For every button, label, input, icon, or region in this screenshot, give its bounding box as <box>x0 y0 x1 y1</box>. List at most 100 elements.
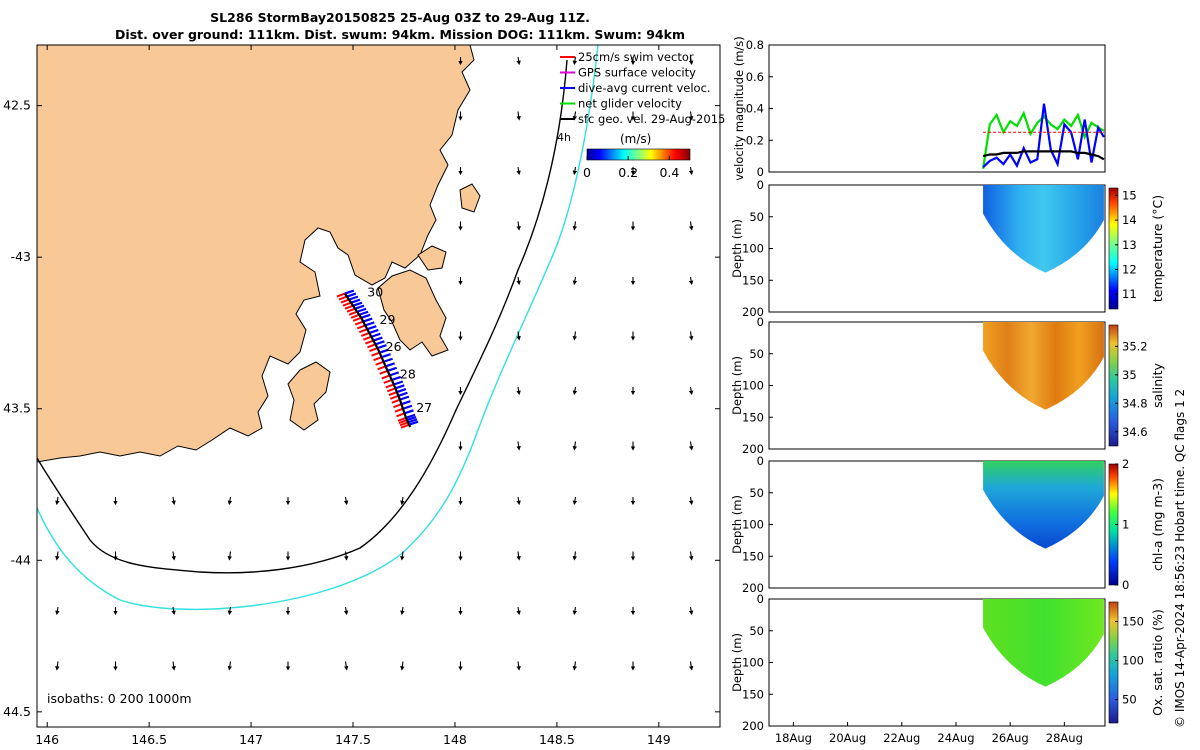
swim-vector-band <box>336 292 410 429</box>
swim-vector <box>377 365 386 371</box>
current-arrow <box>400 606 405 616</box>
dive-avg-vector <box>358 310 369 316</box>
current-arrow <box>400 496 405 506</box>
velocity-series-line <box>982 103 1105 169</box>
tasman-peninsula <box>377 269 449 357</box>
map-axes: 146 146.5 147 147.5 148 148.5 149 42.5 -43 43.5 -4… <box>3 45 720 747</box>
current-arrow <box>688 166 694 176</box>
current-arrow <box>516 111 521 121</box>
current-arrow <box>227 661 232 671</box>
velocity-ytick-label: 0 <box>757 165 764 179</box>
swim-vector <box>356 324 366 330</box>
dive-avg-vector <box>375 340 385 346</box>
section-colorbar-tick-label: 35.2 <box>1122 339 1148 353</box>
current-arrow <box>171 661 176 671</box>
current-arrow <box>516 606 521 616</box>
dive-avg-vector <box>402 404 413 410</box>
swim-vector <box>390 394 399 400</box>
section-ytick-label: 0 <box>757 178 764 192</box>
figure-title: SL286 StormBay20150825 25-Aug 03Z to 29-… <box>210 10 590 25</box>
section-colorbar <box>1108 324 1119 447</box>
dive-avg-vector <box>391 375 402 381</box>
current-arrow <box>572 331 577 341</box>
current-arrow <box>688 56 694 66</box>
current-arrow <box>343 606 349 616</box>
velocity-series-line <box>982 150 1105 161</box>
map-ytick-label: -44 <box>11 552 31 567</box>
section-ytick-label: 200 <box>742 305 764 319</box>
colorbar-gradient <box>586 148 691 161</box>
track-day-label: 26 <box>386 339 402 354</box>
dive-avg-vector <box>356 307 367 313</box>
section-colorbar-tick-label: 34.6 <box>1122 425 1148 439</box>
current-arrow <box>516 551 521 561</box>
dive-avg-vector <box>371 332 381 338</box>
dive-avg-vector <box>352 301 363 307</box>
swim-vector <box>342 301 352 307</box>
map-xtick-label: 147.5 <box>335 732 371 747</box>
section-colorbar-tick-label: 1 <box>1122 518 1129 532</box>
map-ytick-label: 42.5 <box>3 98 31 113</box>
section-ytick-label: 0 <box>757 592 764 606</box>
dive-avg-vector <box>404 409 414 415</box>
swim-vector <box>346 307 356 313</box>
current-arrow <box>516 166 521 176</box>
section-ytick-label: 150 <box>742 687 764 701</box>
dive-avg-vector <box>368 328 379 334</box>
current-arrow <box>344 551 349 561</box>
dive-avg-vector <box>401 400 411 406</box>
section-ylabel: Depth (m) <box>730 633 744 692</box>
current-arrow <box>55 606 60 616</box>
current-arrow <box>688 496 694 506</box>
current-arrow <box>688 606 694 616</box>
dive-avg-vector <box>346 292 357 298</box>
current-arrow <box>689 661 694 671</box>
swim-vector <box>375 360 384 366</box>
legend-label: dive-avg current veloc. <box>578 81 711 95</box>
current-arrow <box>516 276 521 286</box>
dive-avg-vector <box>379 348 389 354</box>
time-axis: 18Aug 20Aug 22Aug 24Aug 26Aug 28Aug <box>775 722 1083 745</box>
current-arrow <box>689 111 694 121</box>
dive-avg-vector <box>396 388 407 394</box>
dive-avg-vector <box>381 353 391 359</box>
swim-vector <box>394 407 404 413</box>
section-colorbar-tick-label: 50 <box>1122 693 1137 707</box>
velocity-ytick-label: 0.6 <box>746 70 764 84</box>
current-arrow <box>227 606 233 616</box>
current-arrow <box>171 496 176 506</box>
section-panel-chla: 0 50 100 150 200 Depth (m) 0 1 2 chl-a (mg m-3) <box>730 454 1165 595</box>
swim-vector <box>363 335 372 341</box>
swim-vector <box>381 374 391 380</box>
section-colorbar-label: salinity <box>1150 362 1165 407</box>
time-xtick-label: 20Aug <box>829 731 866 745</box>
section-ytick-label: 50 <box>749 486 764 500</box>
swim-vector <box>348 310 358 316</box>
dive-avg-vector <box>366 325 377 331</box>
section-colorbar-tick-label: 100 <box>1122 654 1144 668</box>
track-day-label: 28 <box>400 366 416 381</box>
swim-vector <box>340 298 350 304</box>
dive-avg-vector <box>348 295 359 301</box>
velocity-ytick-label: 0.4 <box>746 102 764 116</box>
section-ytick-label: 50 <box>749 347 764 361</box>
dive-avg-vector <box>407 418 418 424</box>
section-ytick-label: 0 <box>757 454 764 468</box>
section-ytick-label: 100 <box>742 379 764 393</box>
section-ylabel: Depth (m) <box>730 495 744 554</box>
section-panel-temperature: 0 50 100 150 200 Depth (m) 11 12 13 14 15 temperatu… <box>730 178 1165 319</box>
swim-vector <box>365 339 374 345</box>
dive-avg-vector <box>394 384 405 390</box>
section-data-oxygen <box>983 599 1104 687</box>
current-arrow <box>689 551 694 561</box>
current-arrow <box>516 221 521 231</box>
glider-track <box>343 292 412 428</box>
small-island <box>459 183 481 213</box>
section-ytick-label: 200 <box>742 719 764 733</box>
swim-vector <box>400 423 410 429</box>
section-colorbar-tick-label: 14 <box>1122 213 1137 227</box>
current-arrow <box>55 496 60 506</box>
legend-label: 25cm/s swim vector <box>578 50 694 64</box>
time-xtick-label: 24Aug <box>937 731 974 745</box>
